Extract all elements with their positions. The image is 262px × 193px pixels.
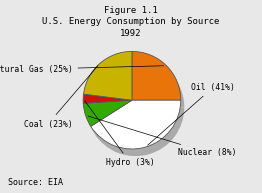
- Wedge shape: [87, 107, 135, 134]
- Wedge shape: [94, 107, 184, 156]
- Text: Coal (23%): Coal (23%): [24, 66, 98, 129]
- Text: U.S. Energy Consumption by Source: U.S. Energy Consumption by Source: [42, 17, 220, 26]
- Text: Natural Gas (25%): Natural Gas (25%): [0, 65, 164, 74]
- Wedge shape: [87, 58, 135, 107]
- Wedge shape: [135, 58, 184, 107]
- Text: Nuclear (8%): Nuclear (8%): [88, 116, 236, 157]
- Text: Oil (41%): Oil (41%): [148, 83, 235, 145]
- Wedge shape: [132, 51, 181, 100]
- Text: Hydro (3%): Hydro (3%): [85, 101, 155, 167]
- Wedge shape: [91, 100, 181, 149]
- Text: Source: EIA: Source: EIA: [8, 178, 63, 187]
- Text: Figure 1.1: Figure 1.1: [104, 6, 158, 15]
- Text: 1992: 1992: [120, 29, 142, 38]
- Wedge shape: [83, 100, 132, 126]
- Wedge shape: [83, 94, 132, 103]
- Wedge shape: [87, 101, 135, 110]
- Wedge shape: [84, 51, 132, 100]
